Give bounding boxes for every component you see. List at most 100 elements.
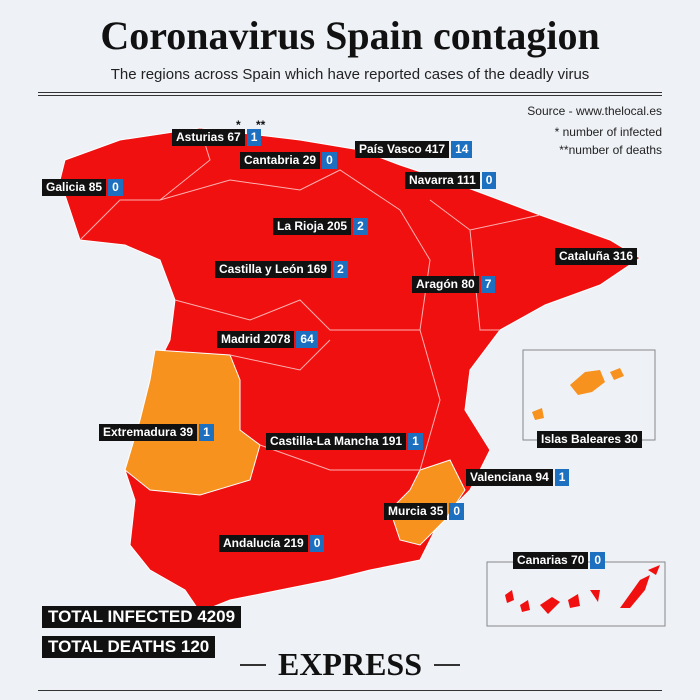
region-label: Islas Baleares 30 (537, 431, 642, 448)
region-label: Cataluña 316 (555, 248, 638, 265)
legend-marker: ** (559, 143, 569, 157)
infected-count: 39 (179, 425, 194, 439)
region-name-box: Asturias 67 (172, 129, 245, 146)
death-count: 1 (246, 129, 262, 146)
region-name: Galicia (46, 180, 86, 194)
infected-count: 70 (571, 553, 585, 567)
murcia (389, 459, 466, 546)
region-name: Cantabria (244, 153, 300, 167)
region-label: Canarias 70 0 (513, 552, 606, 569)
region-name-box: Castilla y León 169 (215, 261, 332, 278)
baleares (532, 408, 544, 420)
total-value: 120 (180, 637, 210, 656)
region-label: La Rioja 205 2 (273, 218, 368, 235)
death-count: 2 (333, 261, 348, 278)
infected-count: 219 (283, 536, 304, 550)
region-name: Canarias (517, 553, 568, 567)
death-count: 0 (449, 503, 465, 520)
region-name: Asturias (176, 130, 225, 144)
region-name: La Rioja (277, 219, 324, 233)
rule (434, 664, 460, 666)
infected-count: 94 (535, 470, 549, 484)
region-label: Valenciana 94 1 (466, 469, 570, 486)
title: Coronavirus Spain contagion (100, 13, 600, 58)
region-name: Castilla-La Mancha (270, 434, 379, 448)
region-label: Andalucía 219 0 (219, 535, 325, 552)
baleares (610, 368, 624, 380)
baleares (570, 370, 605, 395)
death-count: 0 (590, 552, 606, 569)
legend-entry: **number of deaths (559, 143, 662, 157)
legend-marker: ** (256, 118, 266, 132)
infected-count: 29 (302, 153, 317, 167)
region-name-box: Valenciana 94 (466, 469, 553, 486)
region-borders (79, 127, 541, 471)
legend-marker: * (236, 118, 241, 132)
region-name-box: Galicia 85 (42, 179, 107, 196)
region-name-box: Andalucía 219 (219, 535, 308, 552)
region-name: Aragón (416, 277, 458, 291)
region-name-box: Murcia 35 (384, 503, 448, 520)
death-count: 0 (108, 179, 123, 196)
canarias (505, 565, 660, 614)
death-count: 1 (199, 424, 214, 441)
region-name-box: Extremadura 39 (99, 424, 198, 441)
region-name: País Vasco (359, 142, 422, 156)
death-count: 1 (554, 469, 570, 486)
infected-count: 85 (88, 180, 103, 194)
total-box: TOTAL DEATHS 120 (42, 636, 216, 658)
region-label: Castilla y León 169 2 (215, 261, 348, 278)
rule (240, 664, 266, 666)
infected-count: 111 (457, 173, 476, 187)
infected-count: 316 (613, 249, 634, 263)
legend-text: number of infected (562, 125, 662, 139)
region-name-box: Aragón 80 (412, 276, 479, 293)
total-value: 4209 (197, 607, 236, 626)
region-label: Navarra 111 0 (405, 172, 497, 189)
region-label: Aragón 80 7 (412, 276, 496, 293)
legend-marker: * (554, 125, 560, 139)
rule (38, 690, 662, 691)
region-name: Castilla y León (219, 262, 304, 276)
region-name-box: Castilla-La Mancha 191 (266, 433, 407, 450)
infected-count: 2078 (263, 332, 291, 346)
region-name: Extremadura (103, 425, 177, 439)
region-name-box: Cataluña 316 (555, 248, 638, 265)
death-count: 0 (322, 152, 337, 169)
death-count: 14 (451, 141, 473, 158)
region-name-box: Islas Baleares 30 (537, 431, 642, 448)
rule (38, 92, 662, 93)
death-count: 64 (296, 331, 318, 348)
region-name: Cataluña (559, 249, 610, 263)
region-name-box: Navarra 111 (405, 172, 480, 189)
region-name: Madrid (221, 332, 261, 346)
region-name-box: Cantabria 29 (240, 152, 321, 169)
brand: EXPRESS (277, 646, 423, 682)
region-name: Andalucía (223, 536, 281, 550)
source: Source - www.thelocal.es (527, 104, 662, 118)
total-box: TOTAL INFECTED 4209 (42, 606, 242, 628)
region-name-box: La Rioja 205 (273, 218, 352, 235)
infected-count: 417 (425, 142, 446, 156)
infected-count: 80 (461, 277, 475, 291)
region-name: Murcia (388, 504, 427, 518)
region-name: Valenciana (470, 470, 533, 484)
inset-box (522, 349, 656, 441)
region-label: País Vasco 417 14 (355, 141, 473, 158)
region-label: Murcia 35 0 (384, 503, 465, 520)
infected-count: 35 (430, 504, 444, 518)
rule (38, 95, 662, 96)
region-name: Navarra (409, 173, 454, 187)
infected-count: 191 (382, 434, 403, 448)
region-label: Asturias 67 1 (172, 129, 262, 146)
infected-count: 169 (307, 262, 328, 276)
region-label: Castilla-La Mancha 191 1 (266, 433, 423, 450)
region-name: Islas Baleares (541, 432, 622, 446)
subtitle: The regions across Spain which have repo… (110, 66, 590, 83)
extremadura (124, 349, 261, 496)
region-label: Cantabria 29 0 (240, 152, 337, 169)
total-label: TOTAL DEATHS (48, 637, 177, 656)
region-name-box: Madrid 2078 (217, 331, 295, 348)
